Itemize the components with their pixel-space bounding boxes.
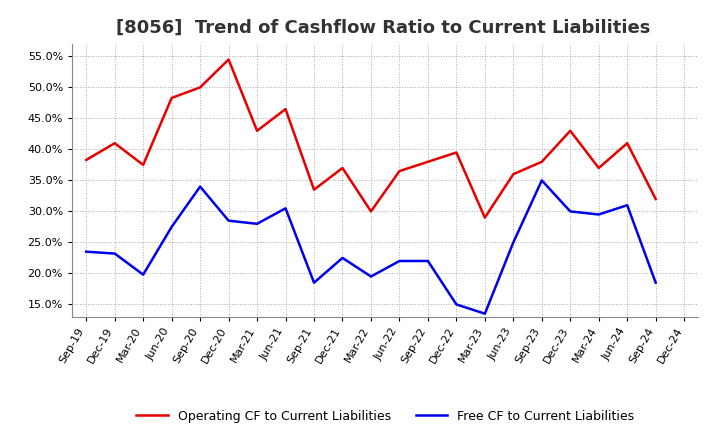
Operating CF to Current Liabilities — [423, 159, 432, 165]
Free CF to Current Liabilities — [338, 255, 347, 260]
Free CF to Current Liabilities — [82, 249, 91, 254]
Operating CF to Current Liabilities — [652, 196, 660, 202]
Free CF to Current Liabilities — [395, 258, 404, 264]
Free CF to Current Liabilities — [595, 212, 603, 217]
Line: Free CF to Current Liabilities: Free CF to Current Liabilities — [86, 180, 656, 314]
Free CF to Current Liabilities — [196, 184, 204, 189]
Operating CF to Current Liabilities — [253, 128, 261, 133]
Legend: Operating CF to Current Liabilities, Free CF to Current Liabilities: Operating CF to Current Liabilities, Fre… — [131, 405, 639, 428]
Free CF to Current Liabilities — [509, 240, 518, 245]
Operating CF to Current Liabilities — [395, 169, 404, 174]
Line: Operating CF to Current Liabilities: Operating CF to Current Liabilities — [86, 59, 656, 218]
Free CF to Current Liabilities — [225, 218, 233, 224]
Operating CF to Current Liabilities — [196, 85, 204, 90]
Operating CF to Current Liabilities — [452, 150, 461, 155]
Operating CF to Current Liabilities — [282, 106, 290, 112]
Free CF to Current Liabilities — [366, 274, 375, 279]
Operating CF to Current Liabilities — [623, 140, 631, 146]
Operating CF to Current Liabilities — [82, 157, 91, 162]
Free CF to Current Liabilities — [110, 251, 119, 256]
Free CF to Current Liabilities — [282, 205, 290, 211]
Operating CF to Current Liabilities — [167, 95, 176, 101]
Operating CF to Current Liabilities — [537, 159, 546, 165]
Operating CF to Current Liabilities — [338, 165, 347, 171]
Operating CF to Current Liabilities — [110, 140, 119, 146]
Operating CF to Current Liabilities — [225, 57, 233, 62]
Operating CF to Current Liabilities — [310, 187, 318, 192]
Free CF to Current Liabilities — [480, 311, 489, 316]
Free CF to Current Liabilities — [566, 209, 575, 214]
Free CF to Current Liabilities — [253, 221, 261, 227]
Free CF to Current Liabilities — [537, 178, 546, 183]
Operating CF to Current Liabilities — [509, 172, 518, 177]
Operating CF to Current Liabilities — [595, 165, 603, 171]
Free CF to Current Liabilities — [623, 202, 631, 208]
Operating CF to Current Liabilities — [366, 209, 375, 214]
Free CF to Current Liabilities — [452, 302, 461, 307]
Operating CF to Current Liabilities — [139, 162, 148, 168]
Operating CF to Current Liabilities — [566, 128, 575, 133]
Free CF to Current Liabilities — [139, 272, 148, 277]
Free CF to Current Liabilities — [167, 224, 176, 230]
Free CF to Current Liabilities — [423, 258, 432, 264]
Text: [8056]  Trend of Cashflow Ratio to Current Liabilities: [8056] Trend of Cashflow Ratio to Curren… — [116, 19, 650, 37]
Operating CF to Current Liabilities — [480, 215, 489, 220]
Free CF to Current Liabilities — [652, 280, 660, 285]
Free CF to Current Liabilities — [310, 280, 318, 285]
